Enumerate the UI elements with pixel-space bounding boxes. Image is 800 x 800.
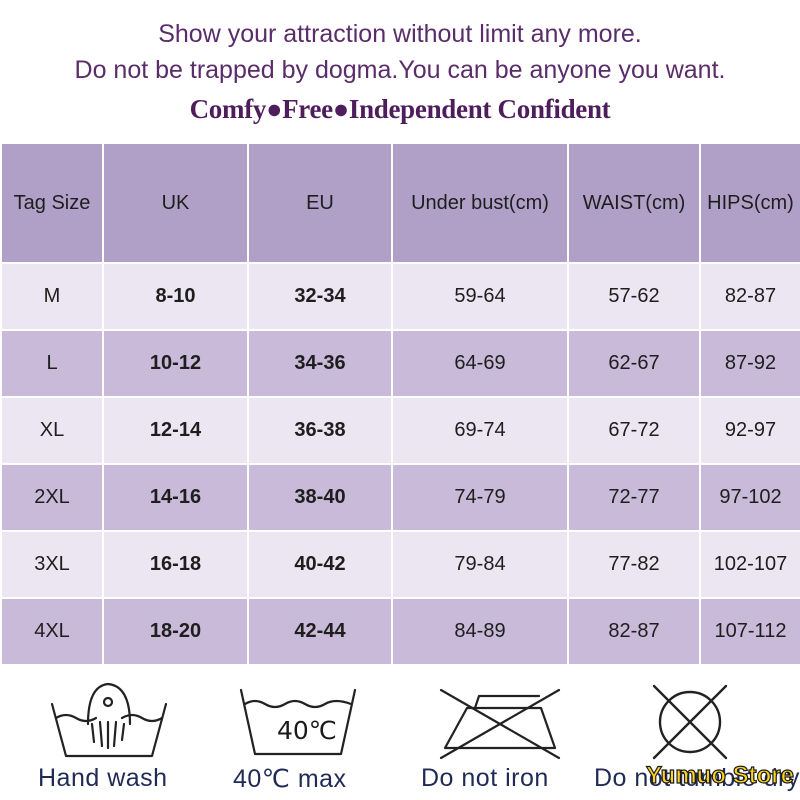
hand-wash-label: Hand wash [38, 764, 168, 792]
cell-tag-size: M [0, 262, 104, 331]
cell-waist: 77-82 [567, 530, 701, 599]
care-no-tumble-dry: Do not tumble dry [590, 668, 800, 800]
cell-waist: 82-87 [567, 597, 701, 666]
care-no-iron: Do not iron [415, 668, 585, 800]
col-header-uk: UK [102, 142, 249, 264]
cell-eu: 38-40 [247, 463, 393, 532]
table-row: L 10-12 34-36 64-69 62-67 87-92 [0, 329, 800, 398]
store-watermark: Yumuo Store [645, 761, 794, 789]
col-header-eu: EU [247, 142, 393, 264]
table-row: 4XL 18-20 42-44 84-89 82-87 107-112 [0, 597, 800, 666]
cell-hips: 82-87 [699, 262, 800, 331]
table-row: M 8-10 32-34 59-64 57-62 82-87 [0, 262, 800, 331]
cell-under-bust: 59-64 [391, 262, 569, 331]
no-iron-label: Do not iron [421, 764, 549, 792]
cell-uk: 18-20 [102, 597, 249, 666]
cell-eu: 40-42 [247, 530, 393, 599]
col-header-tag-size: Tag Size [0, 142, 104, 264]
header: Show your attraction without limit any m… [0, 0, 800, 142]
cell-uk: 12-14 [102, 396, 249, 465]
no-iron-icon [439, 688, 561, 760]
cell-hips: 102-107 [699, 530, 800, 599]
cell-under-bust: 69-74 [391, 396, 569, 465]
tagline-line-2: Do not be trapped by dogma.You can be an… [74, 56, 726, 84]
cell-uk: 8-10 [102, 262, 249, 331]
cell-tag-size: 2XL [0, 463, 104, 532]
cell-eu: 36-38 [247, 396, 393, 465]
cell-waist: 57-62 [567, 262, 701, 331]
care-max-temp: 40℃ 40℃ max [225, 668, 385, 800]
table-row: XL 12-14 36-38 69-74 67-72 92-97 [0, 396, 800, 465]
motto: Comfy●Free●Independent Confident [189, 94, 611, 124]
table-header-row: Tag Size UK EU Under bust(cm) WAIST(cm) … [0, 142, 800, 264]
cell-eu: 34-36 [247, 329, 393, 398]
cell-waist: 62-67 [567, 329, 701, 398]
wash-40-icon [239, 688, 357, 756]
cell-hips: 97-102 [699, 463, 800, 532]
cell-eu: 42-44 [247, 597, 393, 666]
tagline-line-1: Show your attraction without limit any m… [158, 20, 642, 48]
table-row: 2XL 14-16 38-40 74-79 72-77 97-102 [0, 463, 800, 532]
col-header-under-bust: Under bust(cm) [391, 142, 569, 264]
cell-under-bust: 64-69 [391, 329, 569, 398]
cell-uk: 16-18 [102, 530, 249, 599]
cell-tag-size: XL [0, 396, 104, 465]
care-hand-wash: Hand wash [30, 668, 200, 800]
table-row: 3XL 16-18 40-42 79-84 77-82 102-107 [0, 530, 800, 599]
size-chart-table: Tag Size UK EU Under bust(cm) WAIST(cm) … [0, 142, 800, 666]
cell-waist: 67-72 [567, 396, 701, 465]
cell-tag-size: 4XL [0, 597, 104, 666]
cell-under-bust: 74-79 [391, 463, 569, 532]
cell-under-bust: 79-84 [391, 530, 569, 599]
cell-hips: 92-97 [699, 396, 800, 465]
wash-temp-badge: 40℃ [277, 716, 337, 745]
cell-waist: 72-77 [567, 463, 701, 532]
cell-hips: 87-92 [699, 329, 800, 398]
cell-uk: 14-16 [102, 463, 249, 532]
no-tumble-dry-label: Do not tumble dry [594, 764, 800, 792]
cell-eu: 32-34 [247, 262, 393, 331]
cell-tag-size: 3XL [0, 530, 104, 599]
cell-hips: 107-112 [699, 597, 800, 666]
col-header-hips: HIPS(cm) [699, 142, 800, 264]
col-header-waist: WAIST(cm) [567, 142, 701, 264]
care-instructions: Hand wash 40℃ 40℃ max Do not iron [0, 668, 800, 800]
cell-tag-size: L [0, 329, 104, 398]
no-tumble-dry-icon [652, 684, 728, 760]
max-temp-label: 40℃ max [233, 765, 347, 793]
cell-under-bust: 84-89 [391, 597, 569, 666]
cell-uk: 10-12 [102, 329, 249, 398]
hand-wash-icon [50, 682, 168, 758]
